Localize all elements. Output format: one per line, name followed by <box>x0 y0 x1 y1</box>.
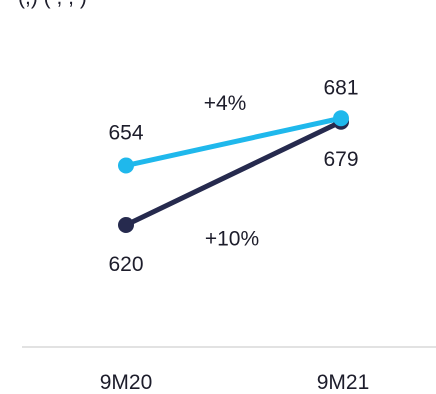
x-tick-label-0: 9M20 <box>100 371 153 394</box>
series-0-point-1-label: 681 <box>323 76 358 99</box>
series-1-change-label: +10% <box>205 227 259 250</box>
x-tick-label-1: 9M21 <box>317 371 370 394</box>
series-0-point-1 <box>333 110 349 127</box>
series-layer <box>118 110 349 233</box>
cropped-header-text: (,) ( , , ) <box>18 0 87 9</box>
series-0-point-0-label: 654 <box>108 122 143 145</box>
series-1-point-1-label: 679 <box>323 148 358 171</box>
x-tick-layer: 9M20 9M21 <box>100 371 370 394</box>
series-1-point-0-label: 620 <box>108 253 143 276</box>
series-0-line <box>123 115 344 168</box>
series-0-change-label: +4% <box>204 92 247 115</box>
series-0-point-0 <box>118 157 134 174</box>
series-1-point-0 <box>118 217 134 233</box>
label-layer: 654 681 620 679 +4% +10% <box>108 76 358 276</box>
series-1-line <box>123 119 344 228</box>
